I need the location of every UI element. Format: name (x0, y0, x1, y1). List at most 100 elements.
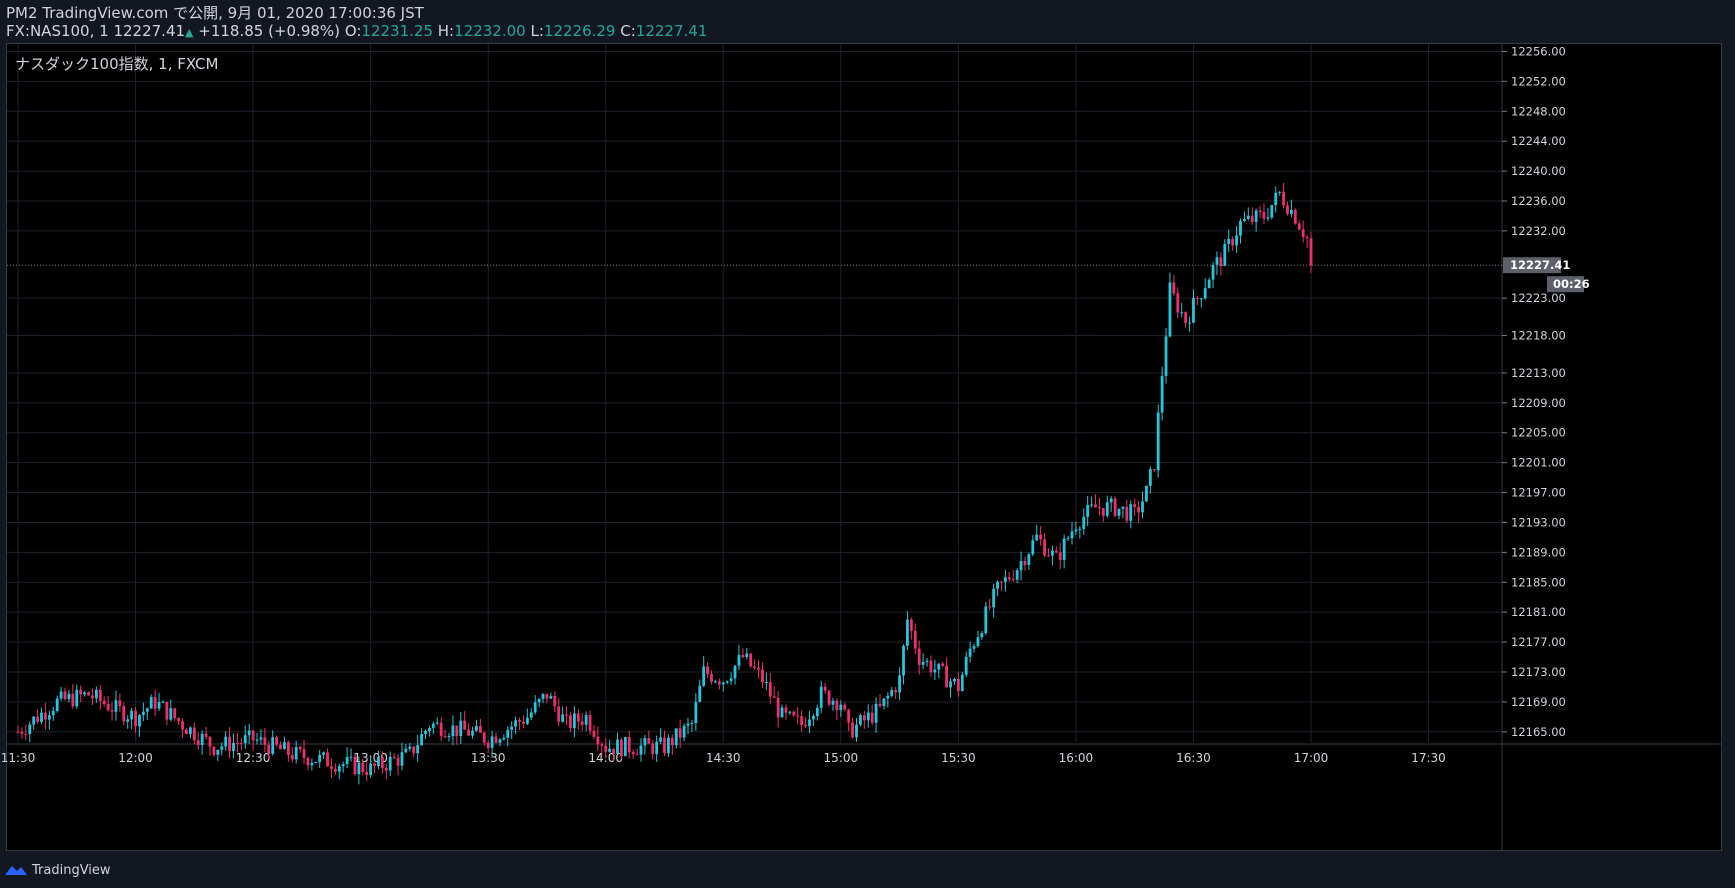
publish-info: PM2 TradingView.com で公開, 9月 01, 2020 17:… (6, 4, 424, 22)
candle-body (373, 763, 376, 767)
candle-body (204, 733, 208, 737)
candle-body (859, 715, 862, 725)
price-tick-label: 12232.00 (1511, 224, 1566, 238)
candle-body (866, 712, 870, 721)
candle-body (682, 725, 686, 738)
time-tick-label: 16:00 (1059, 751, 1094, 765)
candle-body (94, 689, 98, 699)
candle-body (764, 682, 768, 684)
candle-body (1145, 485, 1148, 502)
candle-body (200, 733, 204, 746)
candle-body (890, 690, 894, 696)
candle-body (545, 693, 549, 699)
candle-body (98, 689, 102, 701)
candle-body (851, 722, 854, 738)
time-tick-label: 12:30 (236, 751, 271, 765)
candle-body (490, 736, 494, 748)
candle-body (639, 745, 643, 755)
candle-body (925, 660, 929, 662)
candle-body (808, 719, 811, 727)
candle-body (341, 764, 345, 767)
candle-body (678, 728, 682, 738)
candle-body (251, 730, 255, 741)
candle-body (584, 715, 588, 725)
candle-body (290, 754, 294, 760)
candle-body (1000, 581, 1003, 583)
candle-body (157, 701, 161, 709)
candle-body (236, 743, 239, 745)
candle-body (1105, 502, 1109, 516)
candle-body (917, 648, 921, 665)
candle-body (721, 682, 725, 685)
candle-body (502, 737, 506, 740)
candle-body (1258, 210, 1262, 213)
candle-body (553, 696, 557, 707)
candle-body (737, 654, 741, 666)
candle-body (835, 700, 839, 711)
candle-body (580, 721, 584, 725)
candle-body (232, 743, 235, 752)
candle-body (627, 737, 631, 753)
candle-body (1176, 293, 1180, 313)
candle-body (498, 739, 502, 743)
candle-body (506, 729, 510, 738)
candle-body (843, 704, 847, 710)
candle-body (655, 741, 659, 754)
candle-body (1168, 282, 1172, 337)
candle-body (486, 742, 490, 748)
candle-body (435, 722, 439, 724)
candle-body (467, 729, 470, 736)
candle-body (706, 666, 709, 675)
candle-body (106, 703, 110, 711)
candle-body (44, 712, 47, 720)
price-tick-label: 12223.00 (1511, 291, 1566, 305)
candle-body (392, 756, 396, 759)
candle-body (443, 736, 447, 738)
candle-body (1274, 192, 1278, 206)
candle-body (972, 646, 976, 649)
candle-body (275, 737, 278, 745)
candle-body (404, 748, 408, 753)
candle-body (1164, 336, 1168, 376)
candle-body (620, 739, 623, 757)
candle-body (161, 701, 165, 703)
time-tick-label: 16:30 (1176, 751, 1211, 765)
candle-body (541, 693, 545, 699)
candle-body (749, 653, 753, 667)
candle-body (729, 678, 733, 682)
candle-body (1297, 223, 1301, 230)
candle-body (110, 710, 114, 712)
candle-body (377, 757, 380, 767)
candle-body (1003, 577, 1007, 582)
candle-body (475, 726, 478, 731)
candle-body (361, 762, 365, 773)
candle-body (651, 743, 655, 754)
candle-body (976, 637, 980, 647)
candle-body (1035, 534, 1039, 541)
candle-body (51, 710, 55, 716)
candle-body (345, 757, 349, 765)
candle-body (55, 698, 59, 711)
brand-name: TradingView (32, 862, 111, 878)
candle-body (1254, 210, 1258, 222)
price-tick-label: 12252.00 (1511, 74, 1566, 88)
candle-body (71, 693, 75, 707)
candle-body (36, 716, 39, 722)
price-change: +118.85 (+0.98%) (198, 22, 341, 40)
candle-body (1235, 235, 1238, 246)
candle-body (400, 752, 404, 766)
candle-body (796, 715, 800, 717)
candle-body (757, 667, 760, 670)
candle-body (635, 754, 639, 756)
candle-body (1129, 504, 1133, 521)
price-tick-label: 12236.00 (1511, 194, 1566, 208)
candle-body (1290, 209, 1293, 215)
candle-body (208, 736, 212, 747)
candle-body (428, 728, 431, 732)
candle-body (114, 700, 118, 712)
candle-body (216, 749, 220, 755)
candle-body (623, 737, 627, 757)
candle-body (780, 707, 784, 718)
tradingview-logo[interactable]: TradingView (4, 860, 111, 880)
